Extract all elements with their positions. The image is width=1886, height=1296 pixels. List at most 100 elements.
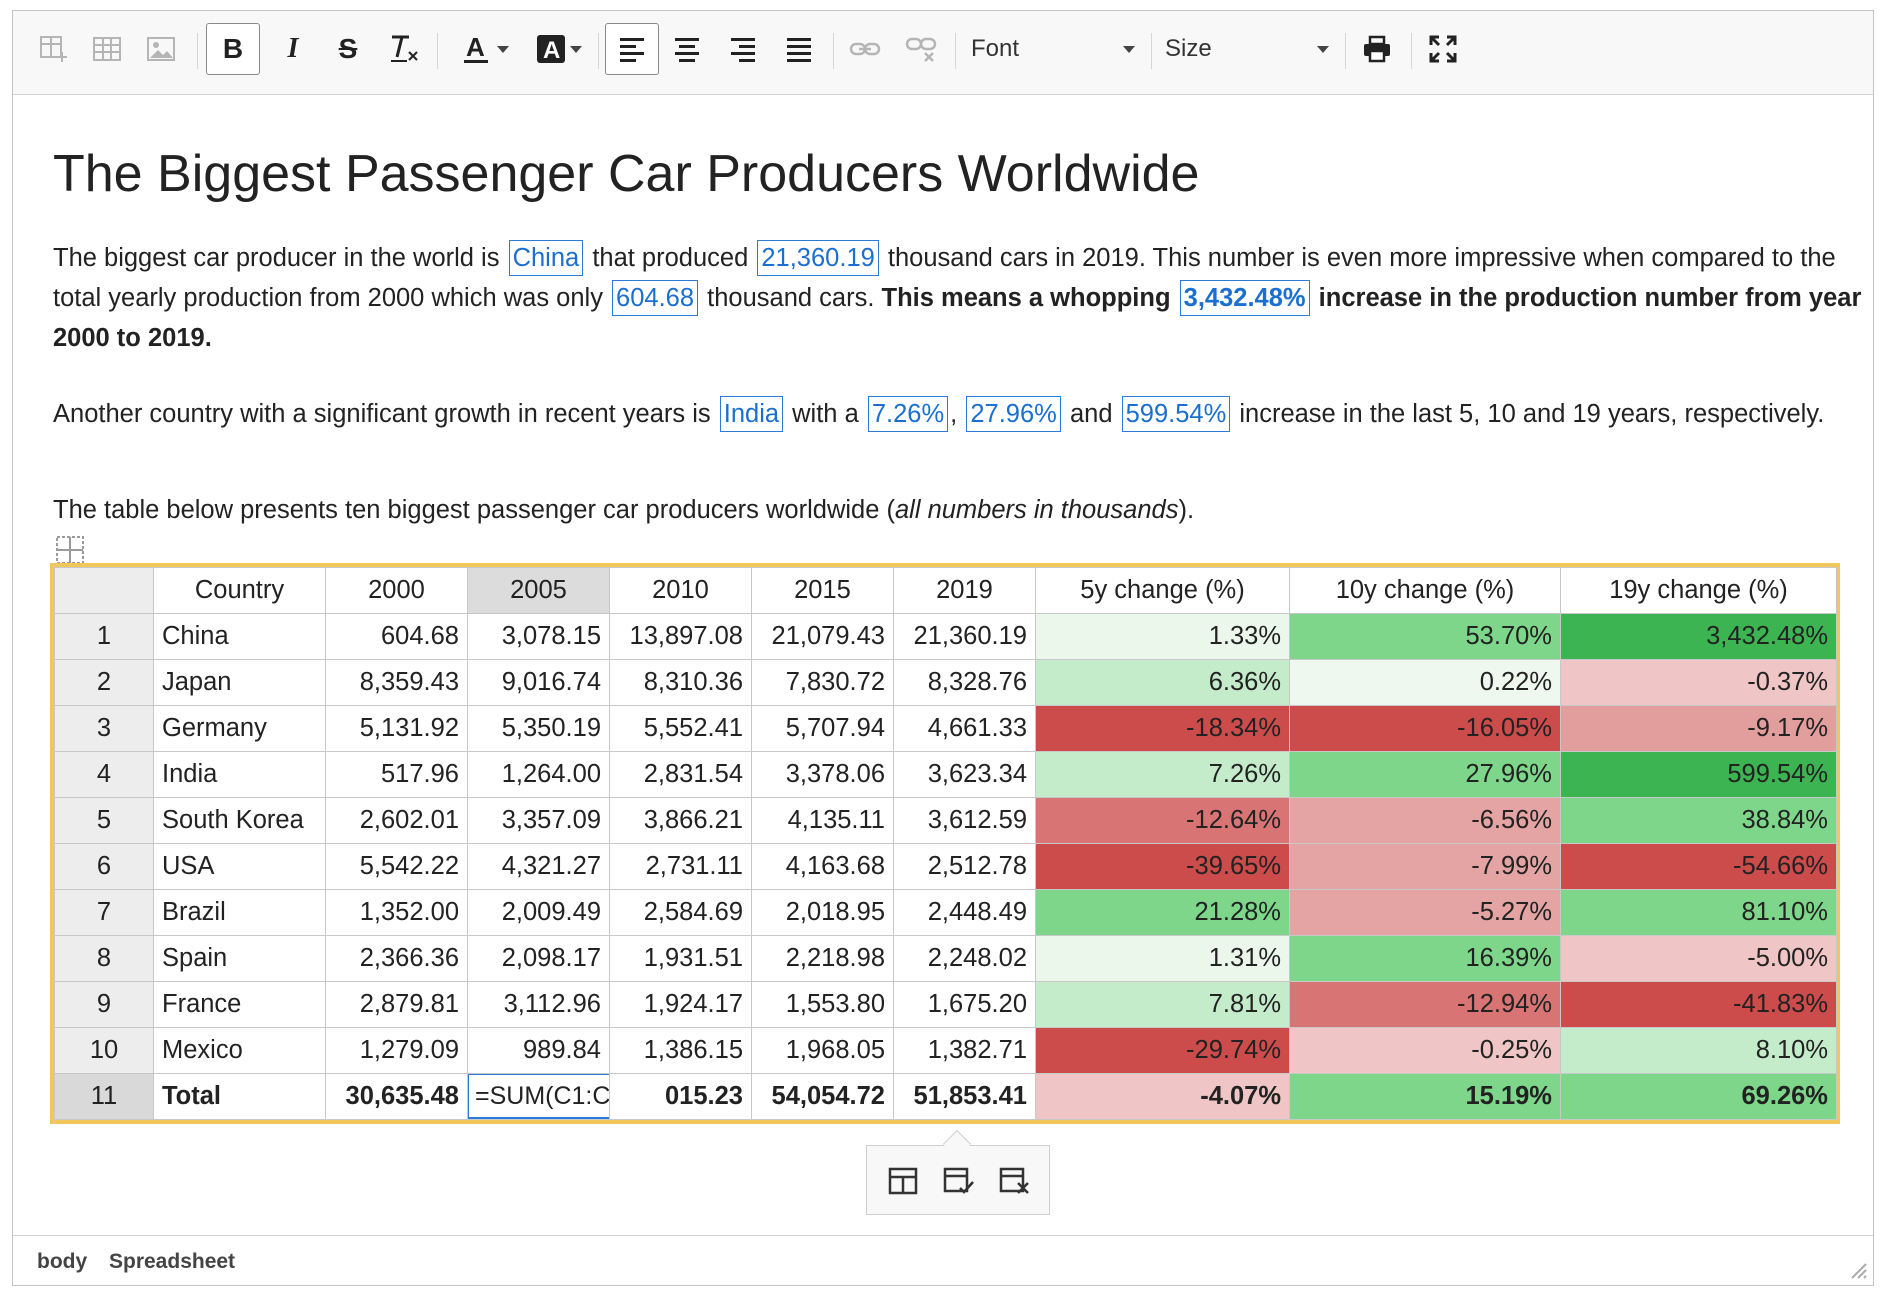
formula-field-2019[interactable]: 21,360.19 <box>757 240 879 276</box>
cell-5y-change[interactable]: -18.34% <box>1035 705 1290 752</box>
cell-y2019[interactable]: 4,661.33 <box>893 705 1036 752</box>
cell-total-2000[interactable]: 30,635.48 <box>325 1073 468 1120</box>
cell-y2019[interactable]: 3,623.34 <box>893 751 1036 798</box>
cell-5y-change[interactable]: -12.64% <box>1035 797 1290 844</box>
cell-y2005[interactable]: 2,098.17 <box>467 935 610 982</box>
cell-country[interactable]: South Korea <box>153 797 326 844</box>
cell-19y-change[interactable]: -54.66% <box>1560 843 1837 890</box>
cell-y2005[interactable]: 1,264.00 <box>467 751 610 798</box>
column-header[interactable]: 19y change (%) <box>1560 567 1837 614</box>
row-number[interactable]: 4 <box>54 751 154 798</box>
cell-y2019[interactable]: 21,360.19 <box>893 613 1036 660</box>
cell-y2019[interactable]: 3,612.59 <box>893 797 1036 844</box>
formula-field-19y[interactable]: 599.54% <box>1121 396 1231 432</box>
cell-country[interactable]: Japan <box>153 659 326 706</box>
cell-y2005[interactable]: 2,009.49 <box>467 889 610 936</box>
cell-5y-change[interactable]: 7.26% <box>1035 751 1290 798</box>
align-left-button[interactable] <box>605 23 659 75</box>
cell-y2000[interactable]: 1,279.09 <box>325 1027 468 1074</box>
editor-content[interactable]: The Biggest Passenger Car Producers Worl… <box>13 95 1873 1235</box>
cell-10y-change[interactable]: -0.25% <box>1289 1027 1561 1074</box>
cell-10y-change[interactable]: -7.99% <box>1289 843 1561 890</box>
cell-y2019[interactable]: 2,248.02 <box>893 935 1036 982</box>
cell-19y-change[interactable]: -9.17% <box>1560 705 1837 752</box>
text-color-button[interactable]: A <box>453 23 517 75</box>
table-move-handle-icon[interactable] <box>55 535 85 565</box>
cell-y2019[interactable]: 2,448.49 <box>893 889 1036 936</box>
formula-field-increase[interactable]: 3,432.48% <box>1179 280 1310 316</box>
row-number[interactable]: 5 <box>54 797 154 844</box>
cell-19y-change[interactable]: 38.84% <box>1560 797 1837 844</box>
cell-10y-change[interactable]: 53.70% <box>1289 613 1561 660</box>
cell-5y-change[interactable]: 21.28% <box>1035 889 1290 936</box>
cell-y2000[interactable]: 2,366.36 <box>325 935 468 982</box>
column-header[interactable]: 2000 <box>325 567 468 614</box>
cell-y2015[interactable]: 3,378.06 <box>751 751 894 798</box>
cell-total-2005-editing[interactable]: =SUM(C1:C10) <box>467 1073 610 1120</box>
breadcrumb-body[interactable]: body <box>37 1250 88 1273</box>
formula-field-2000[interactable]: 604.68 <box>612 280 699 316</box>
cell-y2000[interactable]: 1,352.00 <box>325 889 468 936</box>
cell-y2010[interactable]: 1,924.17 <box>609 981 752 1028</box>
cell-y2010[interactable]: 1,386.15 <box>609 1027 752 1074</box>
print-button[interactable] <box>1355 23 1399 75</box>
cell-country[interactable]: Mexico <box>153 1027 326 1074</box>
cell-total-10y-change[interactable]: 15.19% <box>1289 1073 1561 1120</box>
row-number[interactable]: 2 <box>54 659 154 706</box>
cell-y2000[interactable]: 5,542.22 <box>325 843 468 890</box>
cell-country[interactable]: India <box>153 751 326 798</box>
cell-total-5y-change[interactable]: -4.07% <box>1035 1073 1290 1120</box>
cell-19y-change[interactable]: -5.00% <box>1560 935 1837 982</box>
cell-y2010[interactable]: 2,584.69 <box>609 889 752 936</box>
cell-5y-change[interactable]: 1.31% <box>1035 935 1290 982</box>
cell-y2015[interactable]: 1,553.80 <box>751 981 894 1028</box>
cell-5y-change[interactable]: 6.36% <box>1035 659 1290 706</box>
cell-y2015[interactable]: 4,135.11 <box>751 797 894 844</box>
link-button[interactable] <box>843 23 887 75</box>
cell-y2005[interactable]: 3,078.15 <box>467 613 610 660</box>
formula-field-country[interactable]: India <box>719 396 784 432</box>
row-number[interactable]: 10 <box>54 1027 154 1074</box>
cell-y2010[interactable]: 1,931.51 <box>609 935 752 982</box>
cell-properties-button[interactable] <box>941 1163 977 1199</box>
spreadsheet-table[interactable]: Country 2000 2005 2010 2015 2019 5y chan… <box>50 563 1840 1124</box>
clear-formatting-button[interactable] <box>382 23 426 75</box>
cell-y2010[interactable]: 2,831.54 <box>609 751 752 798</box>
cell-y2005[interactable]: 4,321.27 <box>467 843 610 890</box>
column-header[interactable]: 5y change (%) <box>1035 567 1290 614</box>
cell-country[interactable]: France <box>153 981 326 1028</box>
cell-country[interactable]: USA <box>153 843 326 890</box>
cell-y2010[interactable]: 13,897.08 <box>609 613 752 660</box>
fullscreen-button[interactable] <box>1421 23 1465 75</box>
breadcrumb-spreadsheet[interactable]: Spreadsheet <box>109 1250 236 1273</box>
align-right-button[interactable] <box>721 23 765 75</box>
formula-field-country[interactable]: China <box>508 240 584 276</box>
cell-y2015[interactable]: 7,830.72 <box>751 659 894 706</box>
resize-handle-icon[interactable] <box>1849 1261 1867 1279</box>
column-header[interactable]: 10y change (%) <box>1289 567 1561 614</box>
cell-y2000[interactable]: 2,879.81 <box>325 981 468 1028</box>
table-grid-icon[interactable] <box>85 23 129 75</box>
align-justify-button[interactable] <box>777 23 821 75</box>
cell-y2019[interactable]: 1,675.20 <box>893 981 1036 1028</box>
cell-10y-change[interactable]: 0.22% <box>1289 659 1561 706</box>
cell-total-2015[interactable]: 54,054.72 <box>751 1073 894 1120</box>
cell-country[interactable]: Spain <box>153 935 326 982</box>
cell-y2000[interactable]: 8,359.43 <box>325 659 468 706</box>
background-color-button[interactable]: A <box>526 23 590 75</box>
column-header-selected[interactable]: 2005 <box>467 567 610 614</box>
image-icon[interactable] <box>139 23 183 75</box>
cell-19y-change[interactable]: 81.10% <box>1560 889 1837 936</box>
cell-y2019[interactable]: 2,512.78 <box>893 843 1036 890</box>
cell-total-2010[interactable]: 015.23 <box>609 1073 752 1120</box>
cell-y2015[interactable]: 4,163.68 <box>751 843 894 890</box>
cell-country[interactable]: Brazil <box>153 889 326 936</box>
cell-total-19y-change[interactable]: 69.26% <box>1560 1073 1837 1120</box>
cell-5y-change[interactable]: 1.33% <box>1035 613 1290 660</box>
cell-y2005[interactable]: 5,350.19 <box>467 705 610 752</box>
cell-y2019[interactable]: 1,382.71 <box>893 1027 1036 1074</box>
column-header[interactable]: 2019 <box>893 567 1036 614</box>
column-header[interactable]: 2015 <box>751 567 894 614</box>
cell-y2010[interactable]: 5,552.41 <box>609 705 752 752</box>
formula-field-10y[interactable]: 27.96% <box>966 396 1061 432</box>
